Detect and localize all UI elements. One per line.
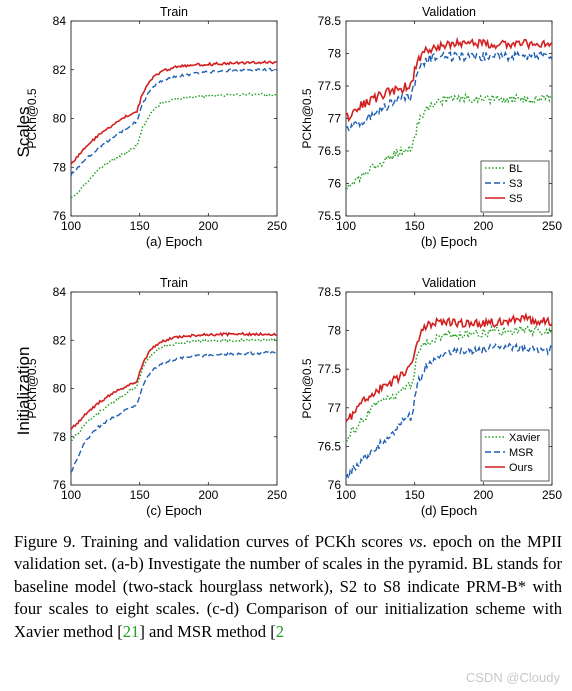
citation-21[interactable]: 21 xyxy=(122,621,140,641)
x-tick-label: 200 xyxy=(198,488,218,502)
y-tick-label: 78.5 xyxy=(318,285,342,299)
series-line-xavier xyxy=(70,337,278,442)
y-axis-label: PCKh@0.5 xyxy=(300,88,314,149)
y-tick-label: 76 xyxy=(328,478,342,492)
y-tick-label: 75.5 xyxy=(318,209,342,223)
y-axis-label: PCKh@0.5 xyxy=(300,358,314,419)
series-line-s3 xyxy=(345,50,553,132)
y-tick-label: 77.5 xyxy=(318,79,342,93)
legend-label-xavier: Xavier xyxy=(509,432,541,444)
chart-title: Validation xyxy=(422,276,476,290)
x-tick-label: 250 xyxy=(542,219,562,233)
y-tick-label: 82 xyxy=(53,333,67,347)
y-tick-label: 78 xyxy=(53,430,67,444)
x-axis-label: (c) Epoch xyxy=(146,503,202,518)
watermark: CSDN @Cloudy xyxy=(463,670,560,685)
series-line-ours xyxy=(70,331,278,430)
series-line-s5 xyxy=(70,59,278,165)
series-line-ours xyxy=(345,312,553,423)
chart-a-train-scales: 100 150 200 250 76 78 80 82 84 Train (a) Epoch PCKh… xyxy=(25,5,287,249)
y-tick-label: 84 xyxy=(53,14,67,28)
legend-label-ours: Ours xyxy=(509,462,533,474)
x-tick-label: 250 xyxy=(267,488,287,502)
y-tick-label: 76 xyxy=(53,478,67,492)
y-tick-label: 78 xyxy=(53,160,67,174)
series-line-msr xyxy=(70,350,278,473)
legend-box xyxy=(480,160,550,213)
x-axis-label: (d) Epoch xyxy=(421,503,477,518)
plot-frame xyxy=(70,291,278,486)
x-tick-label: 200 xyxy=(198,219,218,233)
series-line-msr xyxy=(345,342,553,481)
plot-frame xyxy=(70,20,278,217)
figure-canvas: Scales Initialization 100 150 200 250 76 78 80… xyxy=(14,5,562,518)
chart-b-validation-scales: 100 150 200 250 75.5 76 76.5 77 77.5 78 78.5 Valida… xyxy=(300,5,562,249)
row-label-initialization: Initialization xyxy=(14,347,33,436)
y-tick-label: 76 xyxy=(328,177,342,191)
y-tick-label: 77 xyxy=(328,401,342,415)
chart-d-validation-initialization: 100 150 200 250 76 76.5 77 77.5 78 78.5 Validation… xyxy=(300,276,562,518)
series-line-s3 xyxy=(70,67,278,177)
y-tick-label: 80 xyxy=(53,112,67,126)
y-tick-label: 78.5 xyxy=(318,14,342,28)
x-tick-label: 200 xyxy=(473,219,493,233)
x-axis-label: (b) Epoch xyxy=(421,234,477,249)
x-tick-label: 100 xyxy=(61,219,81,233)
x-tick-label: 150 xyxy=(130,219,150,233)
chart-title: Train xyxy=(160,5,188,19)
x-tick-label: 150 xyxy=(130,488,150,502)
y-tick-label: 77.5 xyxy=(318,362,342,376)
x-tick-label: 100 xyxy=(336,488,356,502)
y-tick-label: 78 xyxy=(328,324,342,338)
y-tick-label: 78 xyxy=(328,47,342,61)
x-axis-label: (a) Epoch xyxy=(146,234,202,249)
y-tick-label: 76.5 xyxy=(318,144,342,158)
citation-2[interactable]: 2 xyxy=(275,621,285,641)
series-line-bl xyxy=(70,92,278,199)
series-line-bl xyxy=(345,92,553,190)
legend-box xyxy=(480,429,550,482)
caption-vs: vs xyxy=(408,532,423,551)
figure-caption: Figure 9. Training and validation curves… xyxy=(14,532,562,641)
x-tick-label: 150 xyxy=(405,219,425,233)
chart-c-train-initialization: 100 150 200 250 76 78 80 82 84 Train (c) Epoch PCKh… xyxy=(25,276,287,518)
x-tick-label: 250 xyxy=(542,488,562,502)
x-tick-label: 100 xyxy=(336,219,356,233)
legend-label-s3: S3 xyxy=(509,178,522,190)
y-tick-label: 84 xyxy=(53,285,67,299)
x-tick-label: 100 xyxy=(61,488,81,502)
series-line-s5 xyxy=(345,36,553,123)
row-label-scales: Scales xyxy=(14,106,33,157)
y-tick-label: 76 xyxy=(53,209,67,223)
y-tick-label: 76.5 xyxy=(318,439,342,453)
chart-title: Train xyxy=(160,276,188,290)
x-tick-label: 150 xyxy=(405,488,425,502)
chart-title: Validation xyxy=(422,5,476,19)
legend-label-msr: MSR xyxy=(509,447,534,459)
x-tick-label: 200 xyxy=(473,488,493,502)
y-axis-label: PCKh@0.5 xyxy=(25,358,39,419)
y-axis-label: PCKh@0.5 xyxy=(25,88,39,149)
y-tick-label: 80 xyxy=(53,382,67,396)
y-tick-label: 82 xyxy=(53,63,67,77)
x-tick-label: 250 xyxy=(267,219,287,233)
legend-label-s5: S5 xyxy=(509,193,522,205)
legend-label-bl: BL xyxy=(509,163,522,175)
y-tick-label: 77 xyxy=(328,112,342,126)
